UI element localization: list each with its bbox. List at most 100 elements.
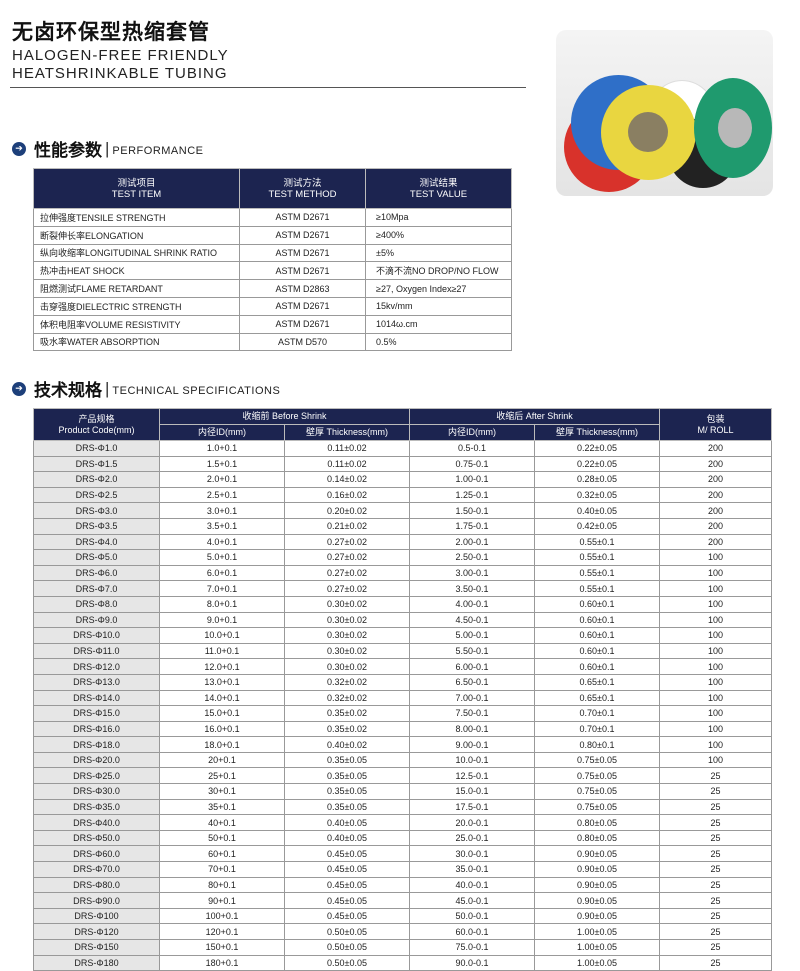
packing-cell: 100: [659, 658, 772, 675]
title-chinese: 无卤环保型热缩套管: [12, 21, 210, 44]
col-test-method: 测试方法 TEST METHOD: [239, 168, 366, 209]
packing-cell: 100: [659, 549, 772, 566]
col-test-value: 测试结果 TEST VALUE: [365, 168, 512, 209]
after-id-cell: 12.5-0.1: [409, 767, 535, 785]
before-id-cell: 100+0.1: [159, 907, 285, 925]
before-id-cell: 10.0+0.1: [159, 627, 285, 644]
packing-cell: 100: [659, 642, 772, 660]
after-thickness-cell: 0.80±0.1: [534, 736, 660, 753]
test-item-cell: 阻燃测试FLAME RETARDANT: [33, 279, 240, 298]
packing-cell: 25: [659, 939, 772, 956]
packing-cell: 100: [659, 751, 772, 769]
table-row: 拉伸强度TENSILE STRENGTH ASTM D2671 ≥10Mpa: [33, 208, 512, 227]
table-row: DRS-Φ1.0 1.0+0.1 0.11±0.02 0.5-0.1 0.22±0.05…: [33, 440, 772, 457]
after-id-cell: 45.0-0.1: [409, 892, 535, 909]
table-row: 纵向收缩率LONGITUDINAL SHRINK RATIO ASTM D2671…: [33, 243, 512, 263]
before-thickness-cell: 0.27±0.02: [284, 549, 410, 566]
packing-cell: 25: [659, 798, 772, 816]
before-thickness-cell: 0.45±0.05: [284, 845, 410, 863]
after-thickness-cell: 0.60±0.1: [534, 627, 660, 644]
product-code-cell: DRS-Φ1.0: [33, 440, 160, 457]
table-row: DRS-Φ180 180+0.1 0.50±0.05 90.0-0.1 1.00±0.0…: [33, 954, 772, 971]
after-thickness-cell: 0.55±0.1: [534, 580, 660, 597]
packing-cell: 200: [659, 455, 772, 473]
before-thickness-cell: 0.45±0.05: [284, 876, 410, 894]
table-row: DRS-Φ40.0 40+0.1 0.40±0.05 20.0-0.1 0.80±0.0…: [33, 814, 772, 831]
table-row: DRS-Φ16.0 16.0+0.1 0.35±0.02 8.00-0.1 0.70±0…: [33, 720, 772, 738]
col-product-code: 产品规格 Product Code(mm): [33, 408, 160, 441]
product-code-cell: DRS-Φ2.5: [33, 486, 160, 504]
col-test-item: 测试项目 TEST ITEM: [33, 168, 240, 209]
after-thickness-cell: 0.75±0.05: [534, 798, 660, 816]
product-code-cell: DRS-Φ13.0: [33, 673, 160, 691]
before-id-cell: 9.0+0.1: [159, 611, 285, 629]
before-id-cell: 70+0.1: [159, 861, 285, 878]
before-thickness-cell: 0.35±0.05: [284, 783, 410, 800]
after-id-cell: 8.00-0.1: [409, 720, 535, 738]
test-item-cell: 热冲击HEAT SHOCK: [33, 261, 240, 281]
before-id-cell: 18.0+0.1: [159, 736, 285, 753]
test-value-cell: 不滴不流NO DROP/NO FLOW: [365, 261, 512, 281]
product-code-cell: DRS-Φ70.0: [33, 861, 160, 878]
specs-table: 产品规格 Product Code(mm) 收缩前 Before Shrink 收…: [33, 408, 772, 971]
before-id-cell: 1.5+0.1: [159, 455, 285, 473]
before-thickness-cell: 0.16±0.02: [284, 486, 410, 504]
title-divider: [10, 87, 526, 88]
arrow-right-icon: ➔: [12, 141, 26, 156]
after-id-cell: 17.5-0.1: [409, 798, 535, 816]
packing-cell: 25: [659, 845, 772, 863]
packing-cell: 200: [659, 502, 772, 519]
after-id-cell: 0.75-0.1: [409, 455, 535, 473]
after-id-cell: 35.0-0.1: [409, 861, 535, 878]
before-id-cell: 3.5+0.1: [159, 517, 285, 535]
after-id-cell: 9.00-0.1: [409, 736, 535, 753]
after-thickness-cell: 0.90±0.05: [534, 876, 660, 894]
table-row: DRS-Φ50.0 50+0.1 0.40±0.05 25.0-0.1 0.80±0.0…: [33, 829, 772, 847]
test-item-cell: 断裂伸长率ELONGATION: [33, 225, 240, 245]
table-row: 体积电阻率VOLUME RESISTIVITY ASTM D2671 1014ω.c…: [33, 314, 512, 334]
before-id-cell: 50+0.1: [159, 829, 285, 847]
table-row: DRS-Φ2.0 2.0+0.1 0.14±0.02 1.00-0.1 0.28±0.0…: [33, 471, 772, 488]
packing-cell: 25: [659, 907, 772, 925]
after-id-cell: 10.0-0.1: [409, 751, 535, 769]
after-thickness-cell: 0.80±0.05: [534, 829, 660, 847]
product-code-cell: DRS-Φ2.0: [33, 471, 160, 488]
before-thickness-cell: 0.30±0.02: [284, 658, 410, 675]
packing-cell: 200: [659, 517, 772, 535]
packing-cell: 100: [659, 736, 772, 753]
after-id-cell: 0.5-0.1: [409, 440, 535, 457]
after-id-cell: 6.50-0.1: [409, 673, 535, 691]
before-thickness-cell: 0.35±0.02: [284, 720, 410, 738]
specs-heading-en: TECHNICAL SPECIFICATIONS: [112, 384, 281, 397]
after-thickness-cell: 0.75±0.05: [534, 751, 660, 769]
before-id-cell: 1.0+0.1: [159, 440, 285, 457]
after-thickness-cell: 0.60±0.1: [534, 595, 660, 613]
table-row: DRS-Φ18.0 18.0+0.1 0.40±0.02 9.00-0.1 0.80±0…: [33, 736, 772, 753]
product-code-cell: DRS-Φ12.0: [33, 658, 160, 675]
before-thickness-cell: 0.27±0.02: [284, 580, 410, 597]
product-code-cell: DRS-Φ150: [33, 939, 160, 956]
specs-heading-cn: 技术规格: [34, 381, 102, 400]
before-thickness-cell: 0.32±0.02: [284, 689, 410, 707]
table-row: DRS-Φ70.0 70+0.1 0.45±0.05 35.0-0.1 0.90±0.0…: [33, 861, 772, 878]
before-id-cell: 40+0.1: [159, 814, 285, 831]
packing-cell: 100: [659, 627, 772, 644]
after-id-cell: 90.0-0.1: [409, 954, 535, 971]
after-thickness-cell: 1.00±0.05: [534, 954, 660, 971]
col-after-id: 内径ID(mm): [409, 424, 535, 441]
col-before-id: 内径ID(mm): [159, 424, 285, 441]
packing-cell: 25: [659, 783, 772, 800]
before-id-cell: 60+0.1: [159, 845, 285, 863]
after-id-cell: 5.00-0.1: [409, 627, 535, 644]
after-id-cell: 1.50-0.1: [409, 502, 535, 519]
table-row: DRS-Φ13.0 13.0+0.1 0.32±0.02 6.50-0.1 0.65±0…: [33, 673, 772, 691]
before-thickness-cell: 0.50±0.05: [284, 939, 410, 956]
packing-cell: 100: [659, 705, 772, 722]
before-thickness-cell: 0.30±0.02: [284, 611, 410, 629]
after-thickness-cell: 1.00±0.05: [534, 923, 660, 940]
packing-cell: 25: [659, 861, 772, 878]
packing-cell: 100: [659, 673, 772, 691]
test-item-cell: 击穿强度DIELECTRIC STRENGTH: [33, 296, 240, 316]
before-thickness-cell: 0.30±0.02: [284, 595, 410, 613]
after-id-cell: 15.0-0.1: [409, 783, 535, 800]
